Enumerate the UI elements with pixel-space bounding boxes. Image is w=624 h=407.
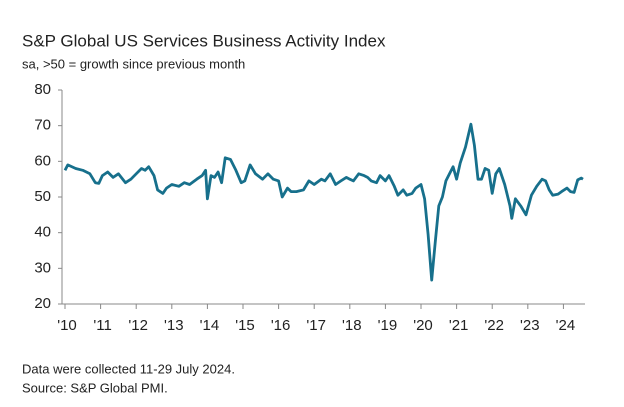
x-tick-label: '24 — [556, 317, 576, 334]
x-tick-label: '20 — [413, 317, 433, 334]
data-line — [63, 122, 584, 282]
y-tick-label: 80 — [34, 81, 51, 98]
y-tick-label: 30 — [34, 259, 51, 276]
x-tick-label: '13 — [164, 317, 184, 334]
x-tick-label: '11 — [93, 317, 111, 334]
x-tick-label: '21 — [449, 317, 469, 334]
x-tick-label: '23 — [520, 317, 540, 334]
x-tick-label: '16 — [271, 317, 291, 334]
x-tick-label: '19 — [378, 317, 398, 334]
y-tick-label: 20 — [34, 295, 51, 312]
chart-title: S&P Global US Services Business Activity… — [22, 31, 386, 50]
x-tick-label: '10 — [57, 317, 77, 334]
x-tick-label: '12 — [128, 317, 148, 334]
note: Data were collected 11-29 July 2024. — [22, 361, 235, 376]
x-tick-label: '18 — [342, 317, 362, 334]
chart-subtitle: sa, >50 = growth since previous month — [22, 56, 245, 71]
x-tick-label: '14 — [200, 317, 220, 334]
x-tick-label: '17 — [306, 317, 326, 334]
x-tick-label: '15 — [235, 317, 255, 334]
x-tick-label: '22 — [484, 317, 504, 334]
y-tick-label: 60 — [34, 152, 51, 169]
y-tick-label: 40 — [34, 224, 51, 241]
y-tick-label: 70 — [34, 117, 51, 134]
note: Source: S&P Global PMI. — [22, 380, 168, 395]
y-tick-label: 50 — [34, 188, 51, 205]
